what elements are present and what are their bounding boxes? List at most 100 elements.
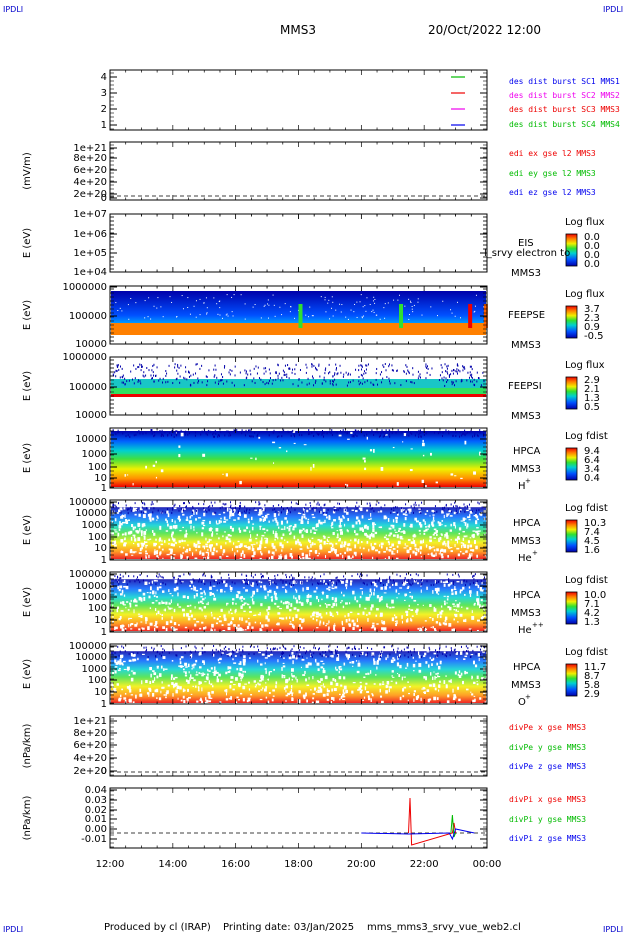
spectrogram-gap	[258, 690, 260, 693]
spectrogram-gap	[342, 594, 345, 597]
spectrogram-gap	[221, 317, 223, 319]
spectrogram-gap	[362, 457, 366, 460]
spectrogram-gap	[140, 615, 143, 618]
spectrogram-dot	[306, 366, 308, 369]
spectrogram-gap	[272, 689, 275, 692]
spectrogram-gap	[236, 668, 239, 671]
spectrogram-dot	[268, 368, 270, 371]
spectrogram-dot	[167, 380, 169, 383]
spectrogram-gap	[378, 550, 381, 554]
spectrogram-gap	[232, 598, 235, 601]
spectrogram-gap	[445, 675, 447, 677]
spectrogram-gap	[182, 513, 185, 516]
spectrogram-gap	[267, 624, 269, 627]
spectrogram-gap	[179, 658, 182, 661]
spectrogram-gap	[267, 317, 269, 319]
spectrogram-dot	[153, 380, 155, 383]
spectrogram-gap	[156, 665, 159, 668]
spectrogram-gap	[432, 533, 435, 536]
spectrogram-gap	[434, 629, 437, 634]
spectrogram-dot	[262, 575, 264, 578]
spectrogram-dot	[268, 434, 270, 437]
spectrogram-dot	[336, 650, 338, 653]
spectrogram-gap	[288, 656, 292, 660]
spectrogram-gap	[415, 535, 417, 537]
spectrogram-dot	[262, 381, 264, 384]
spectrogram-gap	[113, 688, 116, 692]
spectrogram-dot	[324, 369, 326, 372]
spectrogram-dot	[261, 508, 263, 511]
spectrogram-gap	[261, 507, 265, 512]
spectrogram-gap	[148, 693, 150, 697]
spectrogram-gap	[340, 601, 342, 604]
spectrogram-gap	[189, 580, 193, 584]
spectrogram-gap	[184, 626, 188, 629]
spectrogram-dot	[393, 581, 395, 584]
spectrogram-gap	[259, 663, 263, 666]
spectrogram-gap	[429, 452, 432, 456]
spectrogram-dot	[222, 502, 224, 505]
spectrogram-gap	[310, 543, 312, 548]
spectrogram-dot	[386, 578, 388, 581]
spectrogram-gap	[225, 542, 227, 545]
spectrogram-dot	[366, 502, 368, 505]
spectrogram-dot	[400, 384, 402, 387]
spectrogram-gap	[256, 541, 258, 545]
spectrogram-dot	[462, 365, 464, 368]
spectrogram-gap	[162, 601, 165, 604]
spectrogram-gap	[187, 306, 189, 308]
spectrogram-gap	[458, 698, 461, 702]
spectrogram-gap	[385, 684, 388, 689]
spectrogram-gap	[253, 543, 256, 545]
spectrogram-gap	[336, 554, 340, 557]
spectrogram-dot	[285, 576, 287, 579]
spectrogram-gap	[291, 555, 293, 559]
spectrogram-5	[111, 429, 486, 489]
spectrogram-gap	[409, 547, 412, 551]
spectrogram-gap	[343, 517, 345, 519]
spectrogram-gap	[376, 314, 378, 316]
spectrogram-dot	[441, 435, 443, 438]
spectrogram-gap	[203, 661, 205, 665]
spectrogram-gap	[342, 693, 345, 698]
spectrogram-gap	[272, 441, 276, 444]
spectrogram-gap	[469, 510, 473, 514]
ytick-label-3: 100000	[69, 311, 107, 322]
spectrogram-gap	[212, 512, 216, 516]
spectrogram-gap	[171, 531, 175, 534]
spectrogram-gap	[449, 583, 451, 586]
spectrogram-dot	[309, 432, 311, 435]
spectrogram-dot	[142, 579, 144, 582]
spectrogram-gap	[381, 683, 385, 685]
spectrogram-gap	[296, 608, 300, 612]
spectrogram-gap	[289, 311, 291, 313]
spectrogram-gap	[195, 316, 197, 318]
spectrogram-dot	[335, 577, 337, 580]
spectrogram-gap	[446, 602, 448, 604]
spectrogram-gap	[194, 543, 198, 548]
spectrogram-gap	[370, 670, 372, 674]
spectrogram-gap	[381, 700, 384, 705]
spectrogram-gap	[476, 533, 479, 536]
spectrogram-gap	[357, 689, 360, 691]
spectrogram-gap	[406, 550, 410, 552]
spectrogram-dot	[232, 507, 234, 510]
spectrogram-gap	[240, 600, 243, 602]
spectrogram-dot	[415, 573, 417, 576]
spectrogram-dot	[388, 377, 390, 380]
spectrogram-gap	[163, 668, 165, 671]
spectrogram-dot	[290, 579, 292, 582]
spectrogram-gap	[359, 527, 362, 531]
spectrogram-dot	[126, 380, 128, 383]
spectrogram-dot	[282, 581, 284, 584]
spectrogram-gap	[440, 553, 444, 556]
spectrogram-gap	[172, 538, 176, 542]
spectrogram-gap	[473, 514, 477, 517]
spectrogram-dot	[205, 375, 207, 378]
spectrogram-dot	[152, 371, 154, 374]
spectrogram-gap	[355, 510, 358, 513]
spectrogram-gap	[322, 693, 326, 697]
spectrogram-gap	[422, 626, 424, 628]
spectrogram-gap	[249, 530, 251, 534]
spectrogram-gap	[129, 603, 132, 608]
